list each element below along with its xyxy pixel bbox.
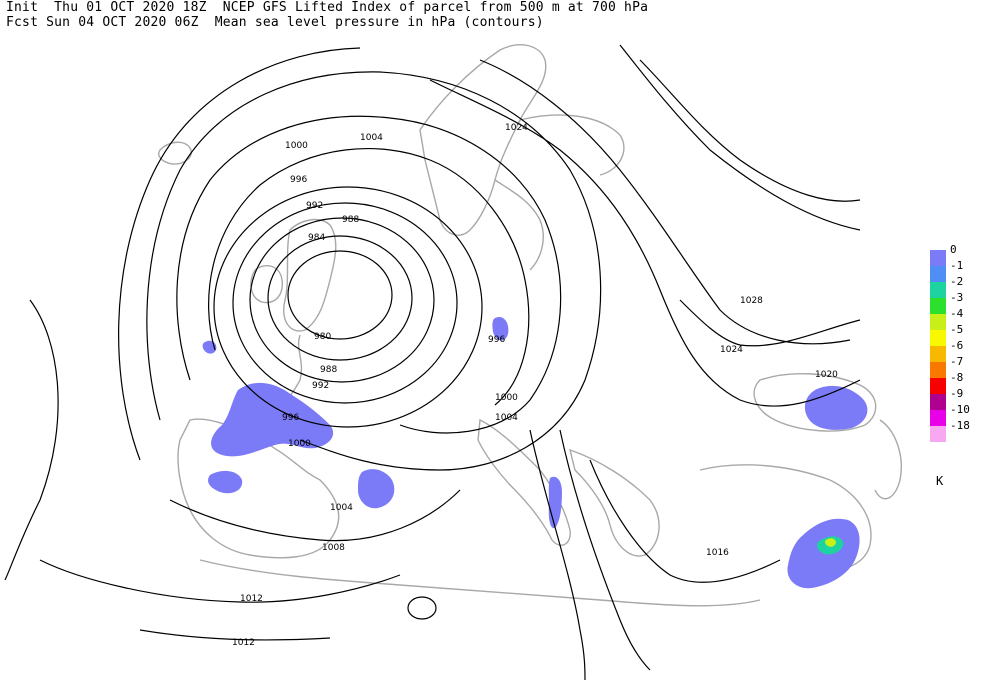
pressure-map: 1004 1000 996 992 988 984 980 988 992 99… [4, 44, 902, 680]
legend-swatch [930, 330, 946, 346]
li-area-small-2 [492, 316, 509, 341]
contour-label: 996 [282, 413, 299, 423]
legend-label: -7 [950, 355, 964, 368]
contour-label: 992 [306, 201, 323, 211]
contour-label: 1024 [505, 123, 528, 133]
map-title-line1: Init Thu 01 OCT 2020 18Z NCEP GFS Lifted… [6, 0, 649, 15]
coastlines [158, 44, 902, 607]
contour-label: 988 [320, 365, 337, 375]
legend-swatch [930, 362, 946, 378]
contour-label: 1028 [740, 296, 763, 306]
legend-swatch [930, 314, 946, 330]
contour-label: 1024 [720, 345, 743, 355]
legend-label: -1 [950, 259, 964, 272]
contour-labels: 1004 1000 996 992 988 984 980 988 992 99… [232, 123, 838, 648]
contour-label: 1000 [285, 141, 308, 151]
legend-label: -18 [950, 419, 970, 432]
map-title-line2: Fcst Sun 04 OCT 2020 06Z Mean sea level … [6, 15, 544, 30]
li-area-south-france [358, 469, 395, 509]
li-area-italy [548, 476, 562, 529]
legend-swatch [930, 426, 946, 442]
contour-label: 1004 [330, 503, 353, 513]
legend-swatch [930, 346, 946, 362]
contour-label: 980 [314, 332, 331, 342]
li-area-iberia-north [211, 382, 334, 457]
legend-swatch [930, 394, 946, 410]
contour-label: 996 [290, 175, 307, 185]
legend-label: -10 [950, 403, 970, 416]
contour-label: 1004 [360, 133, 383, 143]
contour-label: 984 [308, 233, 325, 243]
li-area-cyprus [787, 518, 860, 589]
legend-label: -6 [950, 339, 964, 352]
legend-swatch [930, 298, 946, 314]
li-area-iberia-sw [208, 470, 243, 494]
legend-unit: K [936, 474, 944, 488]
legend-label: -5 [950, 323, 964, 336]
contour-label: 1004 [495, 413, 518, 423]
legend-label: -4 [950, 307, 964, 320]
lifted-index-shading [202, 316, 868, 589]
contour-label: 992 [312, 381, 329, 391]
contour-label: 988 [342, 215, 359, 225]
contour-label: 1012 [232, 638, 255, 648]
contour-label: 996 [488, 335, 505, 345]
contour-label: 1008 [322, 543, 345, 553]
legend-label: -3 [950, 291, 964, 304]
legend-swatch [930, 282, 946, 298]
li-area-cyprus-peak [824, 538, 836, 547]
contour-label: 1016 [706, 548, 729, 558]
contour-label: 1012 [240, 594, 263, 604]
legend-label: -9 [950, 387, 964, 400]
legend-swatch [930, 250, 946, 266]
contour-label: 1000 [495, 393, 518, 403]
legend-swatch [930, 266, 946, 282]
legend-swatch [930, 410, 946, 426]
legend-swatch [930, 378, 946, 394]
legend-label: -8 [950, 371, 964, 384]
pressure-contours [4, 44, 861, 680]
li-area-black-sea [804, 385, 868, 430]
contour-label: 1020 [815, 370, 838, 380]
legend-label: -2 [950, 275, 964, 288]
legend-label: 0 [950, 243, 957, 256]
contour-label: 1000 [288, 439, 311, 449]
